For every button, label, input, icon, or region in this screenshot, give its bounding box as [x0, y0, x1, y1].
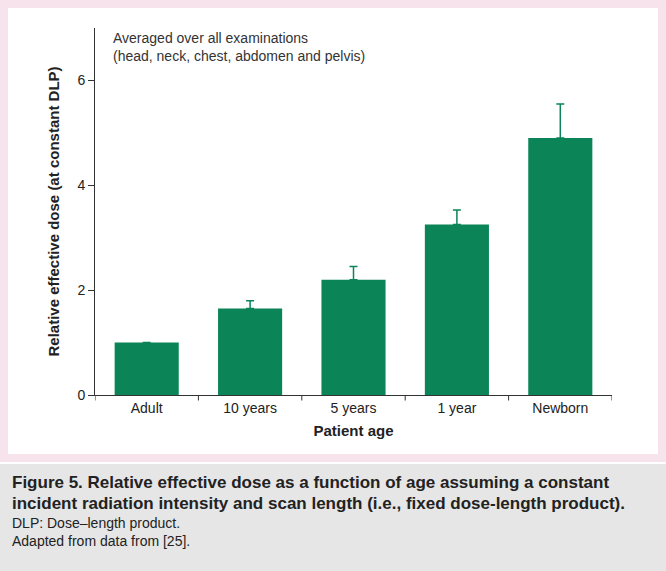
svg-text:1 year: 1 year [437, 400, 476, 416]
svg-text:0: 0 [77, 387, 85, 403]
svg-text:10 years: 10 years [223, 400, 277, 416]
svg-text:Newborn: Newborn [532, 400, 588, 416]
svg-text:5 years: 5 years [331, 400, 377, 416]
html-text:Adapted from data from [25].: Adapted from data from [25]. [12, 533, 191, 549]
svg-text:6: 6 [77, 72, 85, 88]
svg-text:4: 4 [77, 177, 85, 193]
svg-text:2: 2 [77, 282, 85, 298]
svg-text:Patient age: Patient age [313, 422, 393, 439]
html-text:DLP: Dose–length product.: DLP: Dose–length product. [12, 515, 181, 531]
svg-text:Relative effective dose (at co: Relative effective dose (at constant DLP… [45, 66, 62, 356]
svg-text:Adult: Adult [131, 400, 163, 416]
svg-text:Averaged over all examinations: Averaged over all examinations(head, nec… [113, 30, 365, 64]
html-text:Figure 5. Relative effective d: Figure 5. Relative effective dose as a f… [12, 473, 625, 513]
